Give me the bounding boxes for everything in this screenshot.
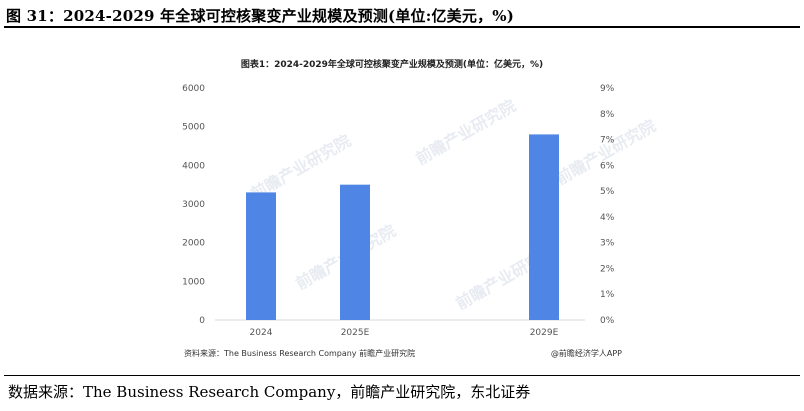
figure-title: 图 31：2024-2029 年全球可控核聚变产业规模及预测(单位:亿美元，%) <box>6 7 515 25</box>
top-rule <box>4 26 800 28</box>
x-tick-label: 2025E <box>341 328 370 338</box>
y2-tick-label: 4% <box>600 213 615 223</box>
chart: 图表1：2024-2029年全球可控核聚变产业规模及预测(单位：亿美元，%) 前… <box>182 58 660 358</box>
x-tick-label: 2024 <box>250 328 273 338</box>
figure-source: 数据来源：The Business Research Company，前瞻产业研… <box>8 383 531 401</box>
y-tick-label: 1000 <box>182 277 205 287</box>
bottom-rule <box>4 375 800 376</box>
y2-tick-label: 9% <box>600 84 615 94</box>
y2-tick-label: 7% <box>600 136 615 146</box>
y-tick-label: 0 <box>199 316 205 326</box>
watermark-layer: 前瞻产业研究院前瞻产业研究院前瞻产业研究院前瞻产业研究院前瞻产业研究院 <box>248 96 660 313</box>
bar-2029E <box>529 134 559 320</box>
bar-2024 <box>246 192 276 320</box>
chart-title: 图表1：2024-2029年全球可控核聚变产业规模及预测(单位：亿美元，%) <box>241 58 543 70</box>
y-tick-label: 5000 <box>182 123 205 133</box>
watermark-1: 前瞻产业研究院 <box>413 96 520 168</box>
bars <box>246 134 559 320</box>
y2-tick-label: 0% <box>600 316 615 326</box>
y-tick-label: 2000 <box>182 239 205 249</box>
y2-tick-label: 1% <box>600 290 615 300</box>
y2-tick-label: 8% <box>600 110 615 120</box>
bar-2025E <box>340 184 370 320</box>
y2-tick-label: 3% <box>600 239 615 249</box>
y2-tick-label: 6% <box>600 161 615 171</box>
watermark-2: 前瞻产业研究院 <box>553 116 660 188</box>
source-note: 资料来源：The Business Research Company 前瞻产业研… <box>184 348 415 358</box>
y-tick-label: 3000 <box>182 200 205 210</box>
x-tick-label: 2029E <box>530 328 559 338</box>
y-tick-label: 6000 <box>182 84 205 94</box>
y-tick-label: 4000 <box>182 161 205 171</box>
axes: 6000 5000 4000 3000 2000 1000 0 9% 8% 7% 6% 5% 4% 3% 2… <box>182 84 615 338</box>
y2-tick-label: 2% <box>600 264 615 274</box>
y2-tick-label: 5% <box>600 187 615 197</box>
app-credit: @前瞻经济学人APP <box>551 348 622 358</box>
